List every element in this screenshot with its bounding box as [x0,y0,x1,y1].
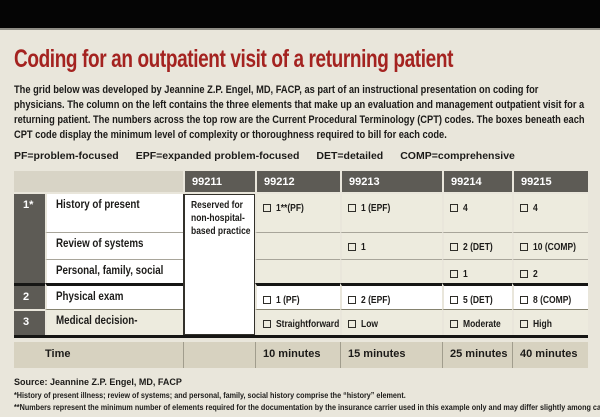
cell-decision-99215: High [512,308,588,335]
cell-personal-99215: 2 [512,258,588,283]
checkbox-icon[interactable] [348,203,356,212]
cell-personal-99213 [340,258,442,283]
checkbox-icon[interactable] [348,295,356,304]
cell-history-99214: 4 [442,193,512,232]
cell-history-99215: 4 [512,193,588,232]
cell-99211-reserved-note: Reserved for non-hospital-based practice [183,193,255,335]
abbreviation-legend: PF=problem-focused EPF=expanded problem-f… [14,150,588,162]
cell-decision-99213: Low [340,308,442,335]
row-label-medical-decision: Medical decision- [45,308,183,335]
cell-history-99212: 1**(PF) [255,193,340,232]
legend-item-det: DET=detailed [316,149,384,162]
footnote-history: *History of present illness; review of s… [14,389,406,400]
source-line: Source: Jeannine Z.P. Engel, MD, FACP [14,376,182,387]
time-cell-99212: 10 minutes [255,341,340,368]
cell-review-99215: 10 (COMP) [512,231,588,259]
checkbox-icon[interactable] [450,295,458,304]
checkbox-icon[interactable] [263,319,271,328]
row-label-physical-exam: Physical exam [45,282,183,309]
checkbox-icon[interactable] [348,242,356,251]
cpt-header-99214: 99214 [442,170,512,194]
top-black-bar [0,0,600,30]
cell-personal-99212 [255,258,340,283]
cpt-header-99213: 99213 [340,170,442,194]
page-title-text: Coding for an outpatient visit of a retu… [14,45,454,73]
page-title: Coding for an outpatient visit of a retu… [14,45,588,74]
row-group-number-2: 2 [14,282,45,309]
cell-review-99213: 1 [340,231,442,259]
cell-exam-99212: 1 (PF) [255,282,340,309]
footnote-numbers: **Numbers represent the minimum number o… [14,402,600,413]
checkbox-icon[interactable] [520,242,528,251]
time-cell-99211 [183,341,255,368]
row-group-number-3: 3 [14,308,45,335]
checkbox-icon[interactable] [263,203,271,212]
cpt-coding-table: 99211 99212 99213 99214 99215 1* 2 3 His… [14,170,588,368]
legend-item-epf: EPF=expanded problem-focused [135,149,300,162]
row-label-review-of-systems: Review of systems [45,231,183,259]
article-content: Coding for an outpatient visit of a retu… [0,30,600,413]
row-label-personal-family-social: Personal, family, social [45,258,183,283]
cell-personal-99214: 1 [442,258,512,283]
cell-exam-99215: 8 (COMP) [512,282,588,309]
cpt-header-99212: 99212 [255,170,340,194]
cell-history-99213: 1 (EPF) [340,193,442,232]
cpt-header-99211: 99211 [183,170,255,194]
time-cell-99214: 25 minutes [442,341,512,368]
footnotes: Source: Jeannine Z.P. Engel, MD, FACP *H… [14,376,600,414]
checkbox-icon[interactable] [450,319,458,328]
checkbox-icon[interactable] [520,295,528,304]
cpt-header-99215: 99215 [512,170,588,194]
checkbox-icon[interactable] [450,269,458,278]
heavy-rule [14,334,588,342]
intro-paragraph: The grid below was developed by Jeannine… [14,84,585,141]
checkbox-icon[interactable] [263,295,271,304]
cell-review-99214: 2 (DET) [442,231,512,259]
cell-decision-99214: Moderate [442,308,512,335]
row-group-number-1: 1* [14,193,45,283]
legend-item-comp: COMP=comprehensive [400,149,515,162]
checkbox-icon[interactable] [450,203,458,212]
cell-review-99212 [255,231,340,259]
time-row-label: Time [14,341,183,368]
checkbox-icon[interactable] [450,242,458,251]
cell-exam-99213: 2 (EPF) [340,282,442,309]
checkbox-icon[interactable] [348,319,356,328]
legend-item-pf: PF=problem-focused [14,149,119,162]
checkbox-icon[interactable] [520,319,528,328]
time-cell-99213: 15 minutes [340,341,442,368]
header-blank-cell [14,170,183,194]
time-cell-99215: 40 minutes [512,341,588,368]
checkbox-icon[interactable] [520,203,528,212]
checkbox-icon[interactable] [520,269,528,278]
cell-exam-99214: 5 (DET) [442,282,512,309]
row-label-history: History of present [45,193,183,232]
cell-decision-99212: Straightforward [255,308,340,335]
